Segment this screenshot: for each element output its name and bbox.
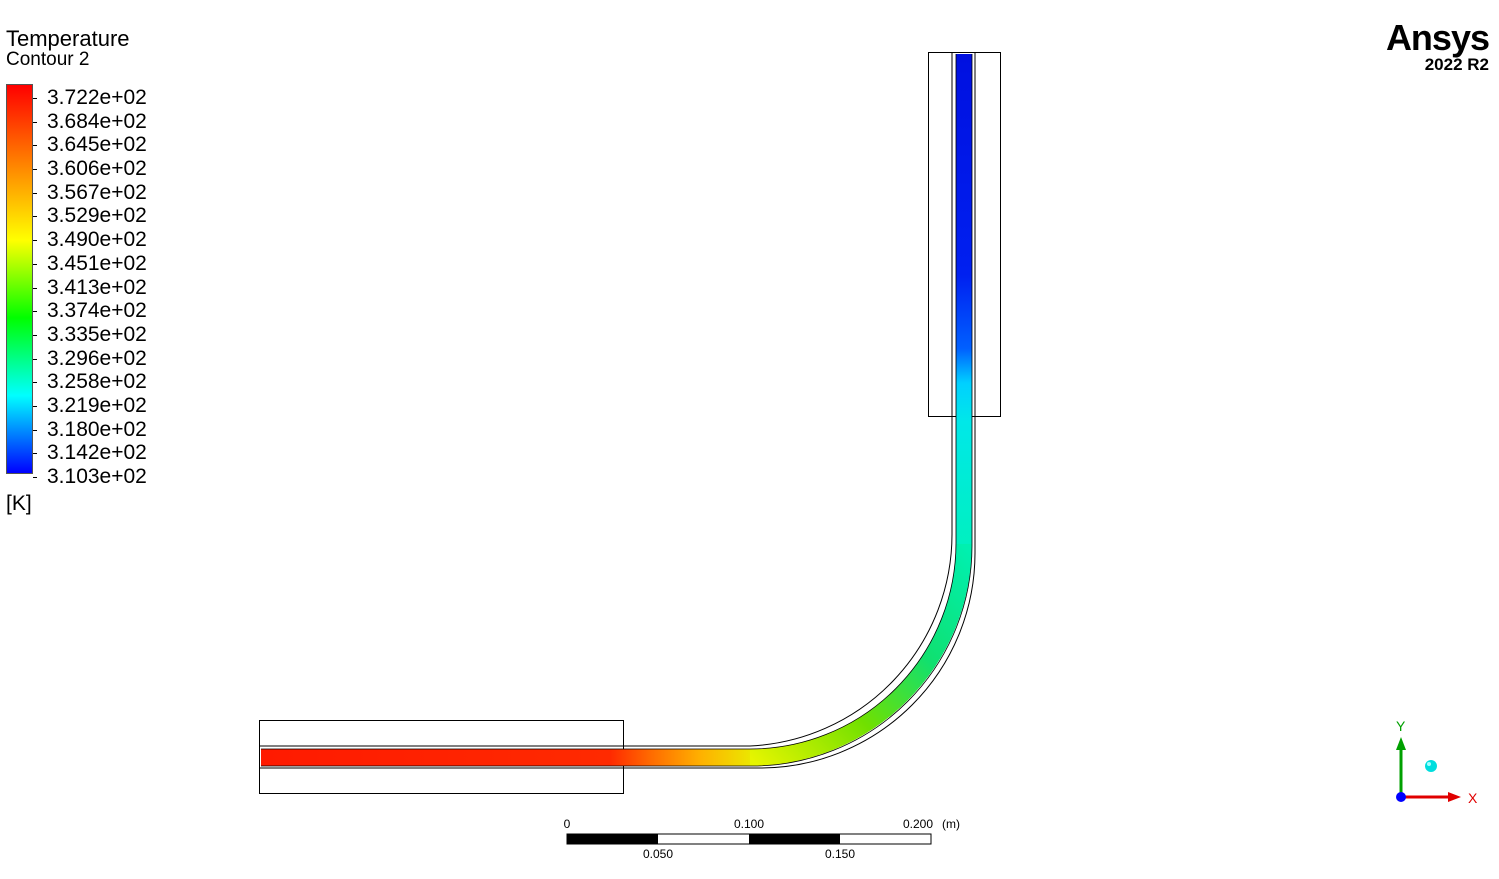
scale-bar: 0 0.100 0.200 (m) 0.050 0.150 xyxy=(564,817,960,861)
legend-tick-mark xyxy=(33,263,37,265)
pipe-outer-wall xyxy=(259,52,976,769)
legend-tick-mark xyxy=(33,311,37,313)
legend-tick-label: 3.258e+02 xyxy=(47,370,147,394)
legend-tick-label: 3.103e+02 xyxy=(47,465,147,488)
legend-tick-mark xyxy=(33,429,37,431)
triad-view-sphere xyxy=(1425,760,1437,772)
legend-tick-mark xyxy=(33,98,37,99)
legend-tick-label: 3.413e+02 xyxy=(47,275,147,299)
legend-tick-mark xyxy=(33,453,37,455)
legend-tick-mark xyxy=(33,287,37,289)
x-axis-label: X xyxy=(1468,790,1478,806)
legend-subtitle: Contour 2 xyxy=(6,49,90,70)
y-axis-label: Y xyxy=(1396,718,1406,734)
triad-sphere-highlight xyxy=(1427,762,1431,766)
legend-tick-mark xyxy=(33,477,37,478)
y-axis-arrowhead xyxy=(1396,737,1406,750)
pipe-vertical-section xyxy=(956,54,972,544)
legend-tick-label: 3.142e+02 xyxy=(47,441,147,465)
scale-unit: (m) xyxy=(942,817,960,831)
legend-tick-label: 3.451e+02 xyxy=(47,251,147,275)
pipe-horizontal-section xyxy=(261,749,752,766)
ansys-logo: Ansys 2022 R2 xyxy=(1385,17,1490,74)
brand-version: 2022 R2 xyxy=(1424,55,1489,74)
axis-triad[interactable]: Y X xyxy=(1396,718,1478,806)
legend-tick-mark xyxy=(33,358,37,360)
legend-tick-label: 3.296e+02 xyxy=(47,346,147,370)
legend-tick-mark xyxy=(33,192,37,194)
legend-tick-mark xyxy=(33,145,37,147)
legend-tick-label: 3.335e+02 xyxy=(47,322,147,346)
legend-tick-label: 3.645e+02 xyxy=(47,133,147,157)
z-axis-origin xyxy=(1396,792,1406,802)
legend-units: [K] xyxy=(6,492,32,515)
legend-tick-label: 3.219e+02 xyxy=(47,393,147,417)
legend-tick-label: 3.567e+02 xyxy=(47,180,147,204)
scale-label-0150: 0.150 xyxy=(825,847,855,861)
scale-label-0200: 0.200 xyxy=(903,817,933,831)
legend-tick-mark xyxy=(33,405,37,407)
legend-tick-mark xyxy=(33,334,37,336)
legend-tick-label: 3.684e+02 xyxy=(47,109,147,133)
legend-tick-label: 3.606e+02 xyxy=(47,157,147,181)
legend-tick-label: 3.180e+02 xyxy=(47,417,147,441)
legend-title: Temperature xyxy=(6,26,130,51)
pipe-bend-section xyxy=(750,543,973,766)
pipe-inner-wall xyxy=(261,54,973,767)
color-bar xyxy=(6,84,33,474)
legend-tick-label: 3.722e+02 xyxy=(47,86,147,109)
legend-tick-mark xyxy=(33,216,37,218)
legend-tick-mark xyxy=(33,382,37,384)
legend-tick-label: 3.529e+02 xyxy=(47,204,147,228)
scale-label-0100: 0.100 xyxy=(734,817,764,831)
scale-label-0050: 0.050 xyxy=(643,847,673,861)
legend-tick-mark xyxy=(33,169,37,171)
legend-tick-mark xyxy=(33,121,37,123)
legend-tick-mark xyxy=(33,240,37,242)
legend-tick-label: 3.374e+02 xyxy=(47,299,147,323)
brand-name: Ansys xyxy=(1385,17,1490,58)
x-axis-arrowhead xyxy=(1448,792,1461,802)
legend-tick-label: 3.490e+02 xyxy=(47,228,147,252)
scale-label-0: 0 xyxy=(564,817,571,831)
